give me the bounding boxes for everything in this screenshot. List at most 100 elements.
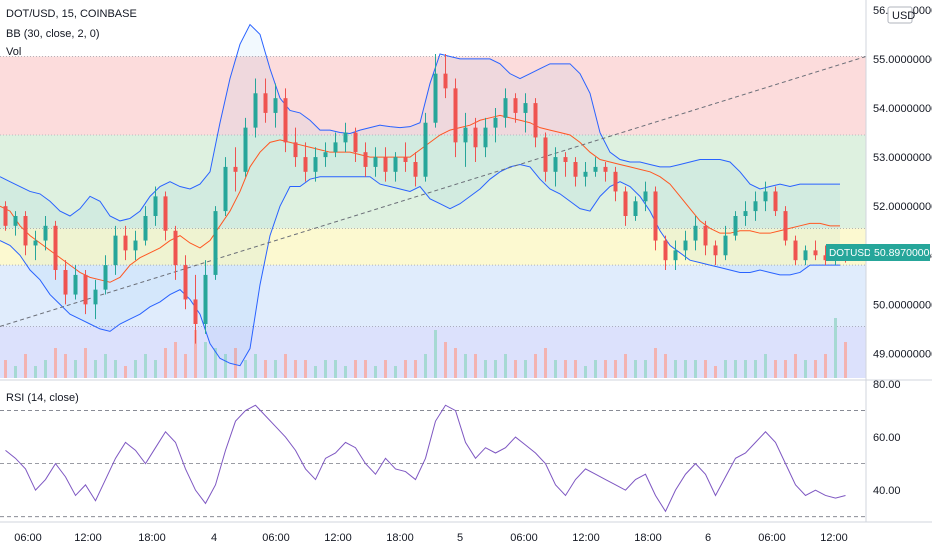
rsi-indicator-label: RSI (14, close) xyxy=(6,392,79,404)
candle-body xyxy=(393,157,398,172)
candle-body xyxy=(593,166,598,172)
volume-bar xyxy=(184,354,187,378)
rsi-pane xyxy=(0,379,932,518)
candle-body xyxy=(753,201,758,212)
time-tick-label: 12:00 xyxy=(324,532,352,544)
candle-body xyxy=(553,157,558,172)
candle-body xyxy=(353,132,358,153)
bb-indicator-label: BB (30, close, 2, 0) xyxy=(6,28,100,40)
candle-body xyxy=(483,127,488,148)
volume-bar xyxy=(154,360,157,378)
volume-bar xyxy=(434,330,437,378)
rsi-line xyxy=(5,404,846,513)
volume-bar xyxy=(564,360,567,378)
volume-bar xyxy=(814,360,817,378)
volume-bar xyxy=(354,360,357,378)
candle-body xyxy=(723,235,728,256)
volume-bar xyxy=(624,354,627,378)
volume-bar xyxy=(14,366,17,378)
candle-body xyxy=(13,216,18,226)
candle-body xyxy=(133,240,138,251)
volume-bar xyxy=(194,330,197,378)
volume-bar xyxy=(24,354,27,378)
time-tick-label: 12:00 xyxy=(74,532,102,544)
candle-body xyxy=(233,166,238,172)
candle-body xyxy=(373,157,378,167)
volume-bar xyxy=(224,354,227,378)
volume-bar xyxy=(834,318,837,378)
volume-bar xyxy=(364,360,367,378)
candle-body xyxy=(633,201,638,216)
currency-badge[interactable]: USD xyxy=(887,6,915,24)
volume-bar xyxy=(114,360,117,378)
volume-bar xyxy=(134,360,137,378)
candle-body xyxy=(73,274,78,295)
candle-body xyxy=(143,216,148,241)
volume-bar xyxy=(494,360,497,378)
candle-body xyxy=(573,162,578,177)
candle-body xyxy=(463,127,468,143)
candle-body xyxy=(703,225,708,246)
candle-body xyxy=(533,103,538,138)
candle-body xyxy=(693,225,698,241)
volume-bar xyxy=(284,354,287,378)
volume-bar xyxy=(644,360,647,378)
volume-bar xyxy=(734,360,737,378)
time-tick-label: 18:00 xyxy=(386,532,414,544)
price-tick-label: 52.00000000 xyxy=(873,201,932,213)
volume-bar xyxy=(4,360,7,378)
candle-body xyxy=(743,211,748,216)
candle-body xyxy=(623,191,628,216)
candle-body xyxy=(543,137,548,172)
volume-bar xyxy=(84,348,87,378)
volume-bar xyxy=(804,360,807,378)
volume-bar xyxy=(754,360,757,378)
candle-body xyxy=(383,157,388,172)
price-tick-label: 49.00000000 xyxy=(873,348,932,360)
volume-bar xyxy=(724,360,727,378)
candle-body xyxy=(103,265,108,290)
candle-body xyxy=(813,250,818,256)
candle-body xyxy=(43,225,48,241)
candle-body xyxy=(173,230,178,266)
candle-body xyxy=(283,98,288,143)
candle-body xyxy=(213,211,218,275)
volume-bar xyxy=(344,366,347,378)
volume-bar xyxy=(534,354,537,378)
volume-bar xyxy=(404,360,407,378)
symbol-title: DOT/USD, 15, COINBASE xyxy=(6,8,137,20)
fib-zone xyxy=(0,56,866,135)
candle-body xyxy=(83,274,88,305)
volume-bar xyxy=(824,354,827,378)
candle-body xyxy=(403,157,408,162)
time-tick-label: 06:00 xyxy=(510,532,538,544)
volume-bar xyxy=(324,360,327,378)
candle-body xyxy=(433,73,438,123)
volume-bar xyxy=(244,360,247,378)
bb-basis-line xyxy=(0,114,840,283)
volume-bar xyxy=(784,360,787,378)
volume-bar xyxy=(314,366,317,378)
price-tick-label: 53.00000000 xyxy=(873,152,932,164)
candle-body xyxy=(263,93,268,113)
volume-bar xyxy=(34,366,37,378)
volume-bar xyxy=(374,366,377,378)
candle-body xyxy=(93,289,98,305)
candle-body xyxy=(653,191,658,241)
volume-bar xyxy=(304,360,307,378)
volume-bar xyxy=(274,360,277,378)
candle-body xyxy=(603,166,608,172)
volume-bar xyxy=(394,366,397,378)
price-tick-label: 54.00000000 xyxy=(873,103,932,115)
candle-body xyxy=(613,171,618,192)
candle-body xyxy=(363,152,368,167)
volume-bar xyxy=(764,354,767,378)
volume-bar xyxy=(74,360,77,378)
vol-indicator-label: Vol xyxy=(6,46,21,58)
candle-body xyxy=(773,191,778,212)
candle-body xyxy=(443,73,448,89)
bb-lower-line xyxy=(0,163,840,367)
volume-bar xyxy=(444,342,447,378)
candle-body xyxy=(333,142,338,153)
time-tick-label: 6 xyxy=(705,532,711,544)
